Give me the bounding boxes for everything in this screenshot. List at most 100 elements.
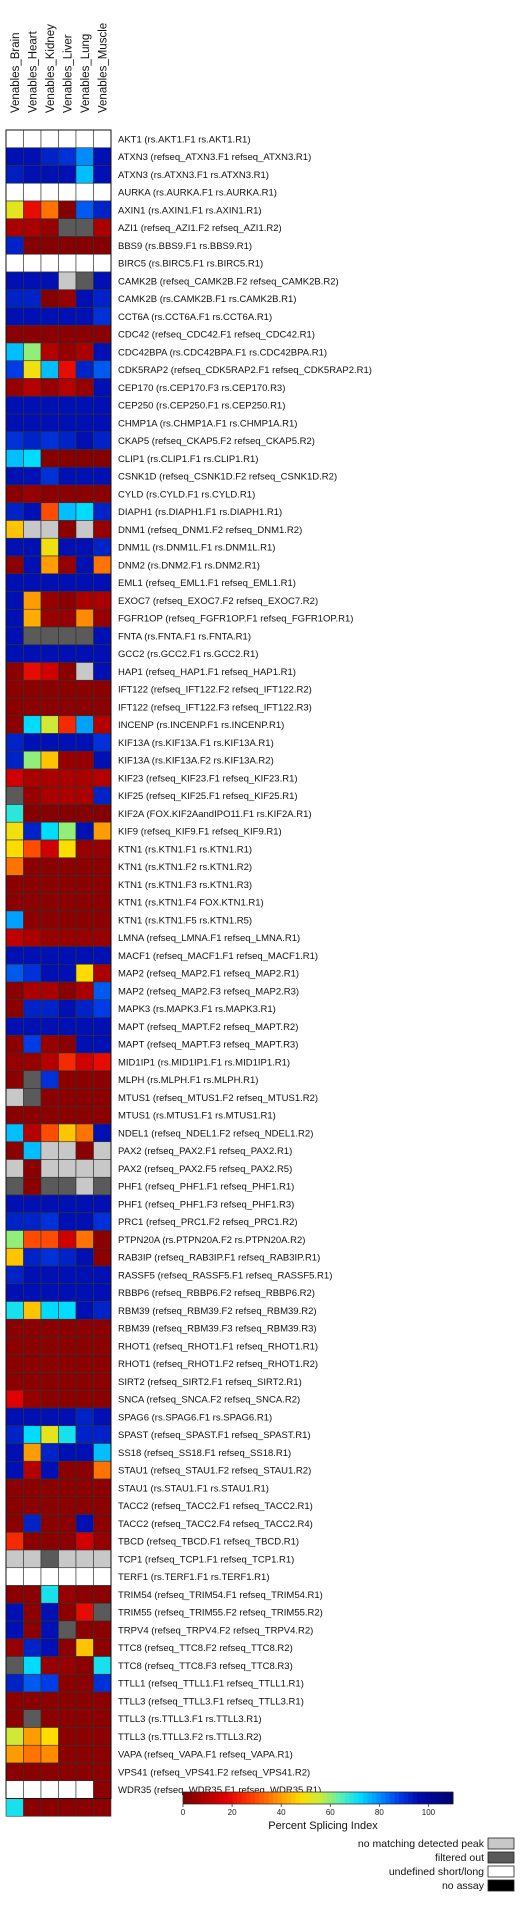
heatmap-cell bbox=[40, 1141, 59, 1160]
heatmap-cell bbox=[93, 573, 112, 592]
heatmap-cell bbox=[58, 1336, 77, 1356]
heatmap-cell bbox=[75, 1354, 94, 1373]
heatmap-cell bbox=[75, 1496, 94, 1515]
row-label: TTLL3 (rs.TTLL3.F1 rs.TTLL3.R1) bbox=[118, 1714, 262, 1725]
heatmap-cell bbox=[23, 129, 42, 149]
heatmap-cell bbox=[40, 1727, 59, 1746]
heatmap-cell bbox=[23, 1372, 42, 1391]
heatmap-cell bbox=[58, 1673, 77, 1693]
heatmap-cell bbox=[40, 324, 59, 344]
heatmap-cell bbox=[93, 1585, 112, 1604]
heatmap-cell bbox=[93, 1212, 112, 1231]
heatmap-cell bbox=[5, 466, 24, 486]
heatmap-cell bbox=[5, 1425, 24, 1444]
heatmap-cell bbox=[93, 1549, 112, 1569]
heatmap-cell bbox=[75, 253, 94, 273]
color-scale-swatch bbox=[421, 1792, 427, 1804]
heatmap-cell bbox=[58, 1496, 77, 1515]
heatmap-cell bbox=[40, 910, 59, 930]
heatmap-cell bbox=[58, 1318, 77, 1338]
heatmap-cell bbox=[58, 1034, 77, 1054]
heatmap-cell bbox=[23, 1620, 42, 1640]
heatmap-cell bbox=[75, 466, 94, 486]
heatmap-cell bbox=[58, 892, 77, 912]
heatmap-cell bbox=[40, 946, 59, 965]
heatmap-cell bbox=[5, 1780, 24, 1799]
heatmap-cell bbox=[93, 999, 112, 1018]
heatmap-cell bbox=[93, 1656, 112, 1675]
heatmap-cell bbox=[5, 715, 24, 734]
heatmap-cell bbox=[40, 768, 59, 788]
heatmap-cell bbox=[40, 1425, 59, 1444]
heatmap-cell bbox=[40, 733, 59, 752]
heatmap-cell bbox=[58, 1602, 77, 1622]
heatmap-cell bbox=[58, 342, 77, 362]
heatmap-cell bbox=[58, 378, 77, 397]
color-scale-swatch bbox=[259, 1792, 265, 1804]
heatmap-cell bbox=[58, 573, 77, 592]
heatmap-cell bbox=[58, 1265, 77, 1285]
heatmap-cell bbox=[5, 1301, 24, 1320]
heatmap-cell bbox=[5, 1798, 24, 1817]
heatmap-cell bbox=[75, 431, 94, 450]
heatmap-cell bbox=[23, 1159, 42, 1178]
heatmap-cell bbox=[40, 129, 59, 149]
heatmap-cell bbox=[23, 999, 42, 1018]
row-label: TTC8 (refseq_TTC8.F3 refseq_TTC8.R3) bbox=[118, 1661, 293, 1672]
column-label: Venables_Brain bbox=[10, 32, 22, 113]
heatmap-cell bbox=[93, 1798, 112, 1817]
heatmap-cell bbox=[5, 1673, 24, 1693]
row-label: KIF25 (refseq_KIF25.F1 refseq_KIF25.R1) bbox=[118, 791, 298, 802]
heatmap-cell bbox=[23, 1602, 42, 1622]
heatmap-cell bbox=[93, 182, 112, 202]
heatmap-cell bbox=[5, 928, 24, 947]
row-label: DNM1L (rs.DNM1L.F1 rs.DNM1L.R1) bbox=[118, 543, 275, 554]
heatmap-cell bbox=[40, 697, 59, 717]
heatmap-cell bbox=[93, 1017, 112, 1036]
heatmap-cell bbox=[40, 1460, 59, 1480]
row-label: PRC1 (refseq_PRC1.F2 refseq_PRC1.R2) bbox=[118, 1217, 298, 1228]
heatmap-cell bbox=[58, 750, 77, 770]
color-scale-swatch bbox=[345, 1792, 350, 1804]
heatmap-cell bbox=[75, 271, 94, 291]
heatmap-cell bbox=[93, 857, 112, 876]
status-key-label: undefined short/long bbox=[389, 1866, 484, 1878]
row-label: AURKA (rs.AURKA.F1 rs.AURKA.R1) bbox=[118, 188, 277, 199]
row-label: CAMK2B (rs.CAMK2B.F1 rs.CAMK2B.R1) bbox=[118, 294, 296, 305]
heatmap-cell bbox=[75, 644, 94, 663]
row-label: STAU1 (rs.STAU1.F1 rs.STAU1.R1) bbox=[118, 1483, 269, 1494]
heatmap-cell bbox=[23, 662, 42, 681]
row-label: CSNK1D (refseq_CSNK1D.F2 refseq_CSNK1D.R… bbox=[118, 472, 337, 483]
row-label: AZI1 (refseq_AZI1.F2 refseq_AZI1.R2) bbox=[118, 223, 282, 234]
row-label: CDC42 (refseq_CDC42.F1 refseq_CDC42.R1) bbox=[118, 330, 315, 341]
heatmap-cell bbox=[93, 644, 112, 663]
heatmap-cell bbox=[40, 679, 59, 699]
heatmap-cell bbox=[40, 360, 59, 379]
heatmap-cell bbox=[23, 1034, 42, 1054]
heatmap-cell bbox=[5, 1354, 24, 1373]
heatmap-cell bbox=[93, 466, 112, 486]
heatmap-cell bbox=[58, 449, 77, 468]
heatmap-cell bbox=[23, 857, 42, 876]
heatmap-cell bbox=[58, 804, 77, 823]
heatmap-cell bbox=[40, 821, 59, 841]
heatmap-cell bbox=[93, 1105, 112, 1125]
heatmap-cell bbox=[40, 182, 59, 202]
heatmap-cell bbox=[23, 1141, 42, 1160]
heatmap-cell bbox=[40, 1123, 59, 1143]
heatmap-cell bbox=[93, 1727, 112, 1746]
heatmap-cell bbox=[58, 999, 77, 1018]
heatmap-cell bbox=[58, 1425, 77, 1444]
heatmap-cell bbox=[75, 1176, 94, 1196]
heatmap-cell bbox=[23, 1478, 42, 1498]
heatmap-cell bbox=[93, 1496, 112, 1515]
heatmap-cell bbox=[93, 289, 112, 308]
heatmap-cell bbox=[23, 1496, 42, 1515]
column-label: Venables_Muscle bbox=[97, 23, 109, 113]
row-label: CDK5RAP2 (refseq_CDK5RAP2.F1 refseq_CDK5… bbox=[118, 365, 372, 376]
color-scale-tick-label: 40 bbox=[277, 1808, 286, 1817]
heatmap-cell bbox=[58, 537, 77, 557]
heatmap-cell bbox=[93, 1088, 112, 1107]
heatmap-cell bbox=[40, 1620, 59, 1640]
heatmap-cell bbox=[75, 342, 94, 362]
